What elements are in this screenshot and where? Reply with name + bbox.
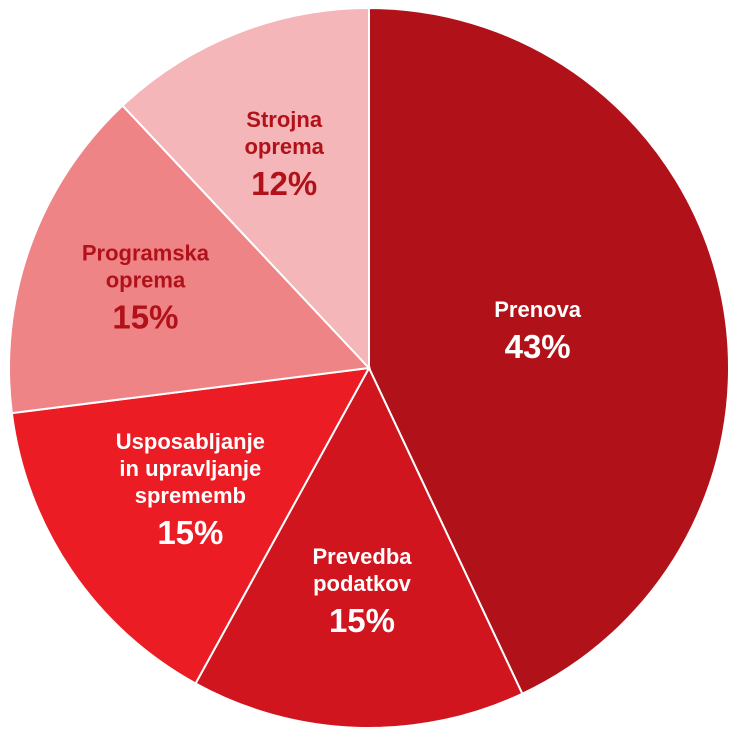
slice-name-usposabljanje-line-1: Usposabljanje (116, 429, 265, 454)
slice-value-prevedba-podatkov: 15% (329, 602, 395, 639)
slice-name-prevedba-podatkov-line-1: Prevedba (312, 544, 412, 569)
slice-name-programska-oprema-line-1: Programska (82, 241, 210, 266)
slice-value-programska-oprema: 15% (112, 299, 178, 336)
pie-slice-prevedba-podatkov (194, 365, 524, 729)
pie-slice-strojna-oprema (121, 6, 370, 371)
slice-name-usposabljanje-line-2: in upravljanje (119, 456, 261, 481)
slice-name-programska-oprema-line-2: oprema (106, 268, 186, 293)
pie-slice-programska-oprema (8, 104, 372, 415)
slice-name-usposabljanje-line-3: sprememb (135, 483, 246, 508)
slice-value-strojna-oprema: 12% (251, 165, 317, 202)
slice-name-prevedba-podatkov-line-2: podatkov (313, 571, 412, 596)
slice-name-strojna-oprema-line-2: oprema (244, 134, 324, 159)
pie-slice-prenova (368, 6, 731, 696)
pie-slice-usposabljanje (10, 366, 371, 685)
slice-value-prenova: 43% (505, 328, 571, 365)
slice-label-prenova: Prenova 43% (494, 297, 582, 365)
slice-value-usposabljanje: 15% (157, 514, 223, 551)
slice-name-strojna-oprema-line-1: Strojna (246, 107, 323, 132)
slice-name-prenova-line-1: Prenova (494, 297, 582, 322)
